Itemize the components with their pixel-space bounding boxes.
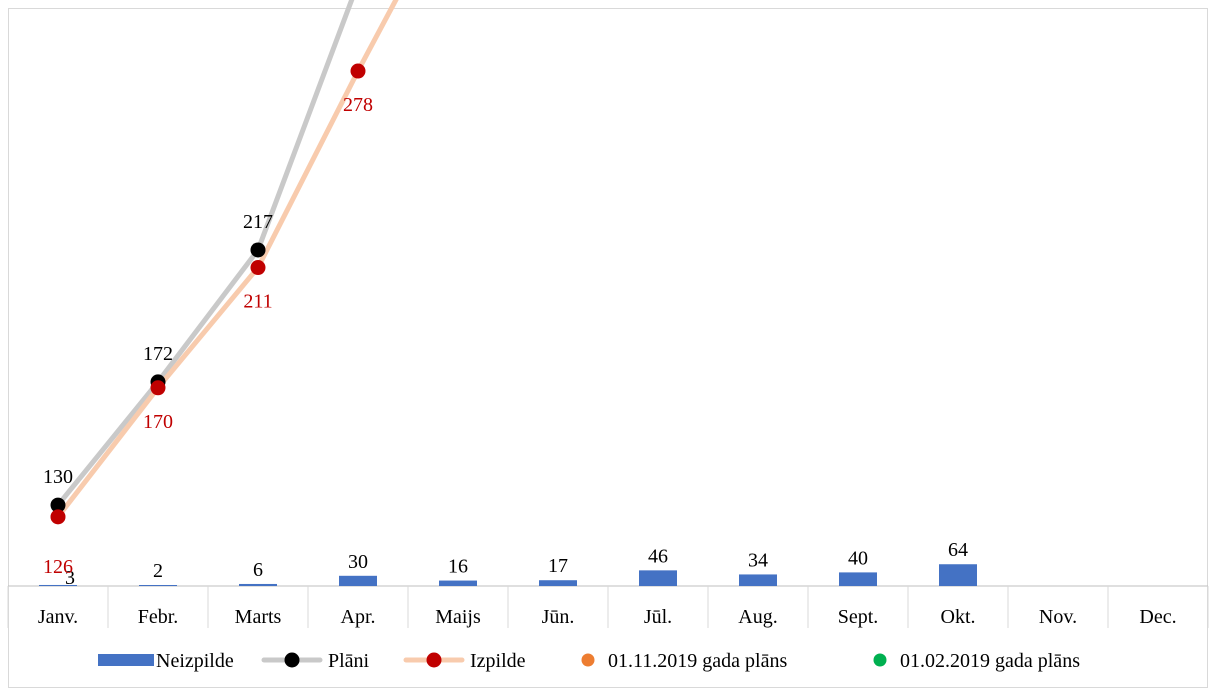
marker-izpilde (50, 509, 66, 525)
data-label-izpilde: 126 (43, 556, 73, 578)
legend-label-point-0: 01.11.2019 gada plāns (608, 650, 787, 672)
legend-label-1: Izpilde (470, 650, 526, 672)
x-tick-label: Jūl. (644, 606, 672, 628)
bar-neizpilde (439, 580, 477, 586)
bar-neizpilde (539, 580, 577, 586)
x-tick-label: Dec. (1139, 606, 1176, 628)
series-lines (55, 0, 399, 520)
marker-izpilde (150, 380, 166, 396)
data-label-plani: 217 (243, 211, 273, 233)
data-label-izpilde: 278 (343, 94, 373, 116)
data-label-neizpilde: 6 (253, 559, 263, 581)
line-plani (55, 0, 355, 508)
series-markers (50, 63, 366, 525)
data-label-neizpilde: 30 (348, 551, 368, 573)
x-tick-label: Janv. (38, 606, 78, 628)
line-izpilde (55, 0, 399, 520)
marker-izpilde (350, 63, 366, 79)
bar-neizpilde (839, 572, 877, 586)
marker-plani (250, 242, 266, 258)
x-axis: Janv. Febr. Marts Apr. Maijs Jūn. Jūl. Aug. Sept… (7, 585, 1209, 628)
bar-neizpilde (239, 583, 277, 586)
legend-marker-point-0 (581, 653, 595, 667)
x-tick-label: Marts (235, 606, 282, 628)
legend-label-neizpilde: Neizpilde (156, 650, 234, 672)
x-tick-label: Aug. (738, 606, 777, 628)
chart-frame (8, 8, 1208, 688)
legend-marker-0 (284, 652, 300, 668)
legend-swatch-neizpilde (98, 654, 154, 666)
data-label-izpilde: 170 (143, 411, 173, 433)
data-label-izpilde: 211 (243, 291, 272, 313)
data-label-plani: 172 (143, 343, 173, 365)
x-tick-label: Nov. (1039, 606, 1077, 628)
marker-plani (50, 497, 66, 513)
bar-neizpilde (139, 585, 177, 586)
legend-marker-point-1 (873, 653, 887, 667)
data-label-neizpilde: 17 (548, 555, 568, 577)
data-label-neizpilde: 16 (448, 556, 468, 578)
bars-neizpilde (39, 564, 977, 586)
data-labels: 3263016174634406413017221730835840951857… (43, 94, 968, 589)
data-label-neizpilde: 64 (948, 539, 968, 561)
x-tick-label: Jūn. (542, 606, 575, 628)
data-label-neizpilde: 34 (748, 549, 768, 571)
data-label-neizpilde: 40 (848, 547, 868, 569)
data-label-plani: 130 (43, 466, 73, 488)
bar-neizpilde (339, 575, 377, 586)
marker-izpilde (250, 260, 266, 276)
legend: Neizpilde Plāni Izpilde 01.11.2019 gada plā… (98, 650, 1080, 672)
bar-neizpilde (39, 584, 77, 586)
x-tick-label: Maijs (435, 606, 481, 628)
legend-label-0: Plāni (328, 650, 370, 672)
bar-neizpilde (739, 574, 777, 586)
legend-label-point-1: 01.02.2019 gada plāns (900, 650, 1080, 672)
bar-neizpilde (639, 570, 677, 586)
x-tick-label: Sept. (838, 606, 879, 628)
x-tick-label: Apr. (341, 606, 376, 628)
x-tick-label: Febr. (138, 606, 179, 628)
x-tick-label: Okt. (941, 606, 976, 628)
data-label-neizpilde: 3 (65, 567, 75, 589)
legend-marker-1 (426, 652, 442, 668)
bar-neizpilde (939, 564, 977, 586)
data-label-neizpilde: 46 (648, 545, 668, 567)
data-label-neizpilde: 2 (153, 560, 163, 582)
